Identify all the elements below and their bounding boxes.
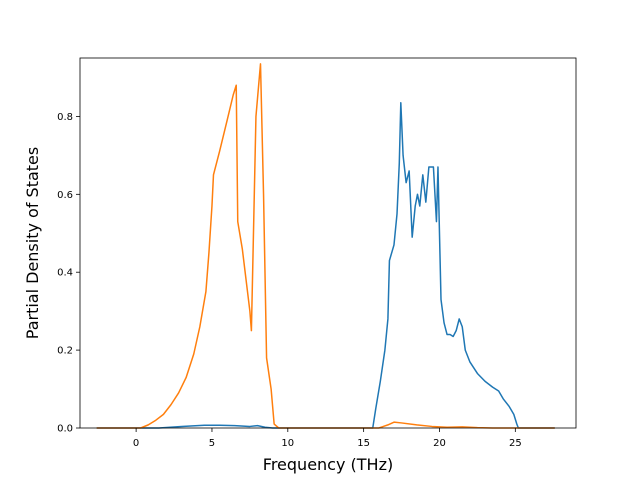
y-tick-label: 0.4 <box>57 268 73 279</box>
y-tick-label: 0.8 <box>57 112 73 123</box>
x-tick-label: 10 <box>281 438 294 449</box>
x-tick-label: 0 <box>133 438 139 449</box>
y-tick-label: 0.2 <box>57 346 73 357</box>
x-tick-label: 25 <box>509 438 522 449</box>
axes-frame <box>79 57 577 429</box>
x-axis-label: Frequency (THz) <box>263 455 393 474</box>
x-tick-label: 15 <box>357 438 370 449</box>
plot-background <box>80 58 576 428</box>
x-tick-label: 5 <box>209 438 215 449</box>
x-axis-ticks: 0 5 10 15 20 25 <box>133 428 522 449</box>
y-tick-label: 0.6 <box>57 190 73 201</box>
x-tick-label: 20 <box>433 438 446 449</box>
series-line-2 <box>96 63 555 429</box>
y-axis-label: Partial Density of States <box>23 147 42 339</box>
y-axis-ticks: 0.0 0.2 0.4 0.6 0.8 <box>57 112 80 435</box>
y-tick-label: 0.0 <box>57 424 73 435</box>
